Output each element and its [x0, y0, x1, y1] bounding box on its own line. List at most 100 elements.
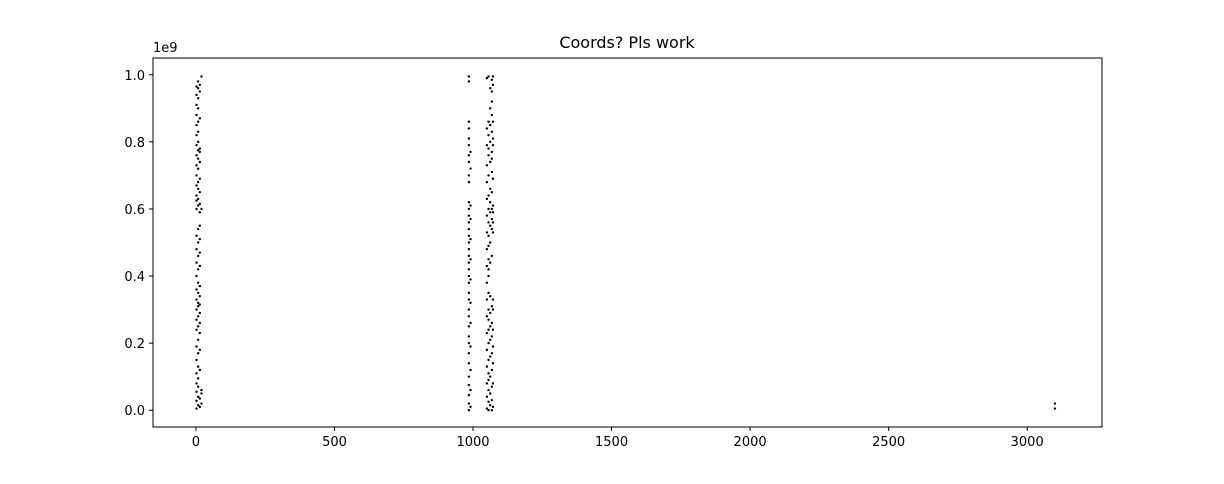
- data-point: [198, 150, 202, 154]
- data-point: [196, 107, 200, 110]
- data-point: [467, 207, 471, 211]
- data-point: [491, 382, 495, 385]
- data-point: [469, 217, 472, 221]
- data-point: [467, 144, 471, 147]
- data-point: [467, 362, 471, 365]
- data-point: [469, 258, 472, 261]
- data-point: [198, 264, 202, 268]
- data-point: [198, 160, 202, 164]
- data-point: [196, 325, 200, 328]
- data-point: [467, 352, 471, 355]
- data-point: [196, 291, 200, 295]
- data-point: [491, 231, 495, 234]
- y-tick-label: 1.0: [124, 69, 145, 84]
- data-point: [198, 397, 202, 400]
- data-point: [490, 352, 494, 355]
- data-point: [489, 392, 492, 395]
- data-point: [467, 180, 471, 184]
- x-tick-label: 2500: [872, 435, 905, 450]
- data-point: [198, 321, 202, 325]
- data-point: [487, 194, 490, 197]
- data-point: [490, 398, 494, 402]
- x-tick-label: 1500: [595, 435, 628, 450]
- data-point: [198, 202, 202, 206]
- data-point: [196, 241, 200, 244]
- data-point: [487, 207, 490, 211]
- data-point: [195, 358, 198, 362]
- data-point: [487, 268, 490, 271]
- data-point: [196, 281, 200, 284]
- data-point: [490, 90, 494, 93]
- data-point: [487, 308, 490, 311]
- x-tick-label: 3000: [1011, 435, 1044, 450]
- data-point: [490, 170, 494, 174]
- data-point: [489, 375, 492, 378]
- data-point: [469, 301, 472, 305]
- x-tick-label: 1000: [456, 435, 489, 450]
- data-point: [196, 365, 200, 368]
- data-point: [198, 117, 202, 120]
- data-point: [195, 328, 198, 331]
- data-point: [198, 311, 202, 315]
- data-point: [487, 234, 490, 237]
- data-point: [490, 113, 494, 117]
- data-point: [489, 201, 492, 204]
- data-point: [198, 83, 202, 87]
- data-point: [198, 294, 202, 298]
- data-point: [196, 86, 200, 90]
- data-point: [489, 123, 492, 127]
- data-point: [490, 409, 494, 412]
- data-point: [491, 204, 495, 207]
- data-point: [196, 315, 200, 318]
- data-point: [469, 345, 472, 348]
- data-point: [196, 352, 200, 355]
- data-point: [196, 204, 200, 207]
- data-point: [491, 83, 495, 87]
- data-point: [485, 395, 489, 399]
- data-point: [490, 254, 494, 258]
- data-point: [467, 298, 471, 301]
- data-point: [198, 284, 202, 288]
- data-point: [487, 274, 490, 278]
- data-point: [195, 382, 198, 385]
- data-point: [485, 197, 489, 201]
- y-tick-label: 0.2: [124, 337, 145, 352]
- data-point: [198, 348, 202, 352]
- data-point: [467, 75, 471, 78]
- data-point: [485, 281, 489, 284]
- data-point: [487, 372, 490, 375]
- data-point: [485, 315, 489, 318]
- data-point: [467, 291, 471, 295]
- data-point: [198, 303, 202, 306]
- data-point: [195, 133, 198, 137]
- data-point: [490, 385, 494, 388]
- data-point: [489, 261, 492, 264]
- data-point: [469, 321, 472, 325]
- data-point: [195, 261, 198, 264]
- data-point: [195, 308, 198, 311]
- data-point: [467, 274, 471, 278]
- data-point: [195, 123, 198, 127]
- data-point: [467, 402, 471, 405]
- data-point: [491, 298, 495, 301]
- data-point: [196, 227, 200, 231]
- data-point: [485, 331, 489, 335]
- data-point: [487, 154, 490, 157]
- data-point: [195, 154, 198, 157]
- data-point: [467, 335, 471, 338]
- data-point: [467, 248, 471, 251]
- data-point: [469, 278, 472, 281]
- data-point: [487, 318, 490, 321]
- data-point: [485, 127, 489, 130]
- data-points: [195, 75, 1057, 412]
- data-point: [196, 80, 200, 83]
- data-point: [489, 311, 492, 315]
- data-point: [1053, 402, 1057, 405]
- data-point: [195, 318, 198, 321]
- data-point: [485, 214, 489, 217]
- data-point: [195, 113, 198, 117]
- data-point: [489, 160, 492, 164]
- data-point: [485, 348, 489, 352]
